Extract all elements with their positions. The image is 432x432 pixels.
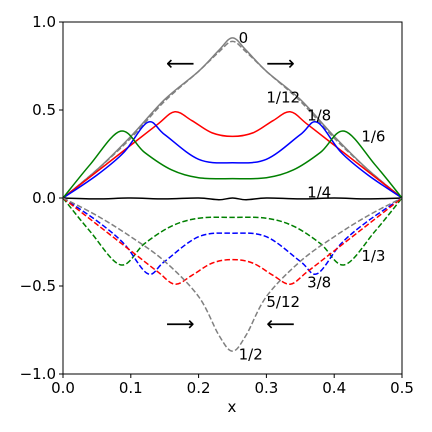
series-line-6 bbox=[62, 197, 403, 266]
series-line-9 bbox=[62, 197, 403, 352]
series-line-4 bbox=[62, 130, 403, 199]
x-axis-label: x bbox=[228, 398, 237, 416]
annotation-layer: 01/121/81/61/41/33/85/121/2⟵ ⟶⟶ ⟵ bbox=[166, 29, 386, 364]
curve-label: 1/12 bbox=[266, 89, 300, 107]
x-tick-label: 0.5 bbox=[390, 379, 414, 397]
curve-label: 1/8 bbox=[307, 106, 331, 124]
x-tick-label: 0.4 bbox=[322, 379, 346, 397]
curve-label: 3/8 bbox=[307, 273, 331, 291]
curve-label: 1/2 bbox=[239, 346, 263, 364]
x-tick-label: 0.2 bbox=[187, 379, 211, 397]
curve-label: 0 bbox=[239, 29, 249, 47]
x-tick-label: 0.3 bbox=[254, 379, 278, 397]
y-tick-label: 0.0 bbox=[32, 189, 56, 207]
x-tick-label: 0.1 bbox=[119, 379, 143, 397]
series-line-0 bbox=[62, 37, 403, 199]
y-tick-label: 0.5 bbox=[32, 101, 56, 119]
curve-label: 1/3 bbox=[361, 247, 385, 265]
x-tick-label: 0.0 bbox=[51, 379, 75, 397]
series-line-1 bbox=[62, 40, 403, 199]
direction-arrow: ⟶ bbox=[166, 312, 195, 336]
direction-arrow: ⟵ bbox=[266, 312, 295, 336]
y-tick-label: −1.0 bbox=[20, 365, 56, 383]
ticks-layer: 0.0 0.1 0.2 0.3 0.4 0.5 −1.0 −0.5 0.0 0.5 1.0 bbox=[20, 13, 414, 397]
y-tick-label: 1.0 bbox=[32, 13, 56, 31]
direction-arrow: ⟶ bbox=[266, 51, 295, 75]
curve-label: 5/12 bbox=[266, 293, 300, 311]
series-line-5 bbox=[62, 197, 403, 201]
series-line-3 bbox=[62, 121, 403, 199]
curve-label: 1/6 bbox=[361, 127, 385, 145]
series-line-7 bbox=[62, 197, 403, 275]
series-line-2 bbox=[62, 111, 403, 199]
y-tick-label: −0.5 bbox=[20, 277, 56, 295]
direction-arrow: ⟵ bbox=[166, 51, 195, 75]
series-layer bbox=[62, 37, 403, 352]
series-line-8 bbox=[62, 197, 403, 285]
curve-label: 1/4 bbox=[307, 184, 331, 202]
